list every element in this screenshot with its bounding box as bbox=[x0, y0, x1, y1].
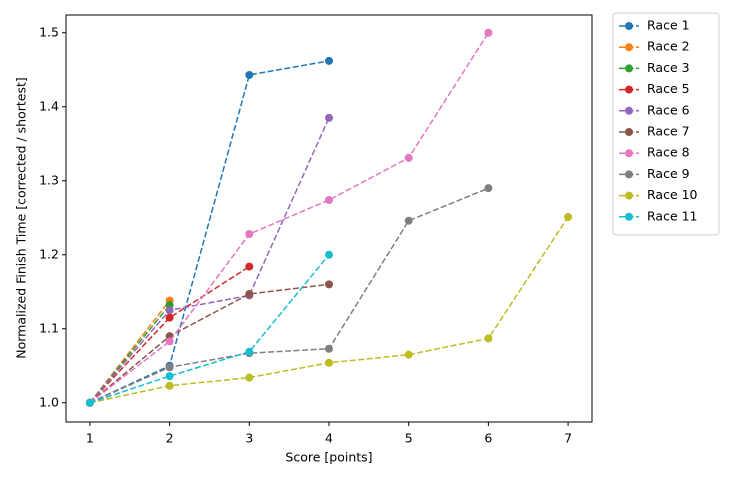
legend-marker bbox=[625, 212, 633, 221]
legend-label: Race 9 bbox=[647, 166, 690, 181]
legend-label: Race 2 bbox=[647, 39, 690, 54]
data-point bbox=[404, 350, 413, 359]
x-tick-label: 1 bbox=[86, 431, 94, 446]
plot-frame bbox=[65, 14, 593, 423]
series-line bbox=[89, 216, 569, 404]
legend-label: Race 8 bbox=[647, 145, 690, 160]
data-point bbox=[404, 216, 413, 225]
legend-marker bbox=[625, 191, 633, 200]
legend-marker bbox=[625, 149, 633, 158]
data-point bbox=[325, 344, 333, 353]
series-line bbox=[89, 187, 489, 404]
legend-label: Race 11 bbox=[647, 208, 698, 223]
data-point bbox=[325, 250, 333, 259]
series-line bbox=[89, 32, 490, 404]
series-line bbox=[89, 265, 250, 404]
x-axis-label: Score [points] bbox=[285, 450, 372, 465]
series-line bbox=[89, 254, 330, 404]
x-tick-label: 4 bbox=[325, 431, 333, 446]
series-line bbox=[89, 117, 330, 404]
x-tick-label: 7 bbox=[564, 431, 572, 446]
legend-marker bbox=[625, 22, 633, 30]
legend-label: Race 7 bbox=[647, 124, 690, 139]
data-point bbox=[245, 289, 254, 298]
data-point bbox=[165, 306, 174, 315]
legend-marker bbox=[625, 85, 633, 94]
x-tick-label: 6 bbox=[484, 431, 492, 446]
legend-label: Race 10 bbox=[647, 187, 698, 202]
data-point bbox=[245, 230, 254, 239]
data-point bbox=[165, 337, 174, 346]
legend-label: Race 5 bbox=[647, 81, 690, 96]
data-point bbox=[245, 347, 254, 356]
x-tick-label: 3 bbox=[245, 431, 253, 446]
x-tick-label: 5 bbox=[405, 431, 413, 446]
data-point bbox=[245, 262, 254, 271]
y-axis-label: Normalized Finish Time [corrected / shor… bbox=[14, 77, 29, 359]
y-tick-label: 1.3 bbox=[39, 172, 59, 187]
series-line bbox=[89, 283, 330, 404]
data-point bbox=[325, 56, 333, 65]
data-point bbox=[165, 372, 174, 381]
legend-marker bbox=[625, 64, 633, 73]
series-line bbox=[89, 60, 330, 404]
legend-marker bbox=[625, 128, 633, 136]
data-point bbox=[165, 381, 174, 390]
legend-label: Race 6 bbox=[647, 102, 690, 117]
data-point bbox=[484, 184, 493, 193]
legend-marker bbox=[625, 106, 633, 115]
y-tick-label: 1.2 bbox=[39, 246, 59, 261]
y-tick-label: 1.5 bbox=[39, 24, 59, 39]
data-point bbox=[404, 153, 413, 162]
legend-label: Race 1 bbox=[647, 18, 690, 33]
data-point bbox=[325, 280, 333, 289]
legend-label: Race 3 bbox=[647, 60, 690, 75]
x-tick-label: 2 bbox=[166, 431, 174, 446]
data-point bbox=[325, 113, 333, 122]
y-tick-label: 1.0 bbox=[39, 394, 59, 409]
data-point bbox=[325, 196, 333, 204]
data-point bbox=[165, 363, 174, 372]
data-point bbox=[564, 213, 573, 222]
legend-marker bbox=[625, 43, 633, 52]
data-point bbox=[325, 358, 333, 367]
data-point bbox=[85, 398, 94, 407]
legend-marker bbox=[625, 170, 633, 179]
data-point bbox=[245, 70, 254, 79]
data-point bbox=[484, 28, 493, 37]
y-tick-label: 1.4 bbox=[39, 98, 59, 113]
legend-box bbox=[612, 12, 720, 236]
y-tick-label: 1.1 bbox=[39, 320, 59, 335]
data-point bbox=[245, 373, 254, 382]
data-point bbox=[484, 334, 493, 343]
data-point bbox=[165, 313, 174, 322]
